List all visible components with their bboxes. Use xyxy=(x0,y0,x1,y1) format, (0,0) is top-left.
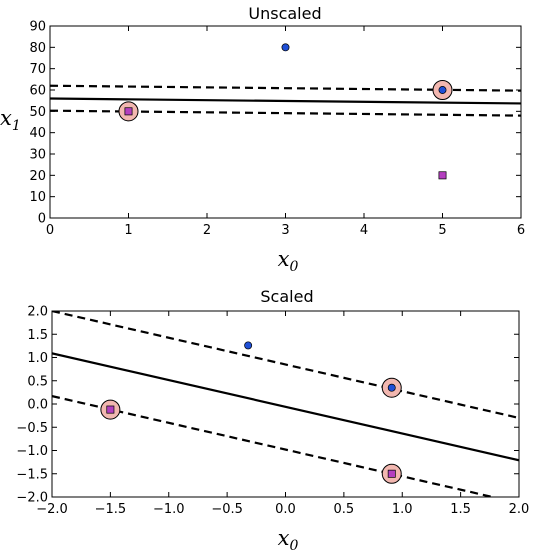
axes-frame-scaled xyxy=(51,310,520,498)
y-tick-label-unscaled-5: 50 xyxy=(29,105,46,120)
x-tick-label-unscaled-3: 3 xyxy=(281,223,289,238)
y-tick-label-unscaled-3: 30 xyxy=(29,148,46,163)
y-tick-label-unscaled-6: 60 xyxy=(29,84,46,99)
data-point-circle-unscaled-0 xyxy=(281,43,290,52)
margin-line-scaled-2 xyxy=(52,395,498,497)
chart-title-unscaled: Unscaled xyxy=(248,4,321,23)
chart-scaled: Scaled −2.0 −1.5 −1.0 −0.5 0.0 0.5 1.0 1.5 2.0−2… xyxy=(16,287,529,554)
x-axis-label-scaled: x0 xyxy=(278,526,299,554)
x-tick-label-unscaled-1: 1 xyxy=(124,223,132,238)
data-point-square-unscaled-1 xyxy=(438,171,447,180)
y-tick-label-unscaled-1: 10 xyxy=(29,190,46,205)
y-tick-label-unscaled-0: 0 xyxy=(38,212,46,227)
data-point-circle-scaled-0 xyxy=(244,341,253,350)
x-tick-label-unscaled-2: 2 xyxy=(203,223,211,238)
x-tick-label-scaled-1: −1.5 xyxy=(95,502,127,517)
y-tick-label-unscaled-8: 80 xyxy=(29,41,46,56)
data-point-circle-scaled-1 xyxy=(387,383,396,392)
axes-frame-unscaled xyxy=(49,25,522,219)
plot-area-scaled: −2.0 −1.5 −1.0 −0.5 0.0 0.5 1.0 1.5 2.0 −2.0 −1.5 −… xyxy=(16,305,529,518)
y-tick-label-scaled-8: 2.0 xyxy=(27,305,48,320)
y-tick-label-scaled-0: −2.0 xyxy=(16,491,48,506)
data-point-circle-unscaled-1 xyxy=(438,86,447,94)
x-tick-label-scaled-3: −0.5 xyxy=(211,502,243,517)
x-tick-label-scaled-6: 1.0 xyxy=(392,502,413,517)
x-tick-label-unscaled-4: 4 xyxy=(360,223,368,238)
lines-scaled xyxy=(52,311,519,497)
y-tick-label-scaled-2: −1.0 xyxy=(16,444,48,459)
y-tick-label-scaled-7: 1.5 xyxy=(27,328,48,343)
y-tick-label-unscaled-4: 40 xyxy=(29,126,46,141)
y-tick-label-unscaled-2: 20 xyxy=(29,169,46,184)
y-tick-label-scaled-1: −1.5 xyxy=(16,467,48,482)
x-tick-label-scaled-4: 0.0 xyxy=(275,502,296,517)
decision-boundary-line-unscaled-0 xyxy=(50,97,521,105)
y-tick-label-unscaled-9: 90 xyxy=(29,20,46,35)
x-tick-label-scaled-5: 0.5 xyxy=(334,502,355,517)
x-tick-label-scaled-0: −2.0 xyxy=(36,502,68,517)
data-point-square-scaled-0 xyxy=(106,405,115,414)
margin-line-scaled-1 xyxy=(52,311,519,420)
decision-boundary-line-scaled-0 xyxy=(52,352,519,462)
y-tick-label-scaled-4: 0.0 xyxy=(27,398,48,413)
chart-title-scaled: Scaled xyxy=(260,287,313,306)
x-axis-label-unscaled: x0 xyxy=(278,247,299,275)
y-tick-label-unscaled-7: 70 xyxy=(29,62,46,77)
data-point-square-scaled-1 xyxy=(387,469,396,478)
data-point-square-unscaled-0 xyxy=(124,107,133,116)
y-tick-label-scaled-5: 0.5 xyxy=(27,374,48,389)
y-tick-label-scaled-6: 1.0 xyxy=(27,351,48,366)
x-tick-label-unscaled-0: 0 xyxy=(46,223,54,238)
x-tick-label-scaled-2: −1.0 xyxy=(153,502,185,517)
y-tick-label-scaled-3: −0.5 xyxy=(16,421,48,436)
y-axis-label-unscaled: x1 xyxy=(0,106,21,134)
x-tick-label-scaled-7: 1.5 xyxy=(450,502,471,517)
x-tick-label-scaled-8: 2.0 xyxy=(509,502,530,517)
x-tick-label-unscaled-6: 6 xyxy=(517,223,525,238)
x-tick-label-unscaled-5: 5 xyxy=(438,223,446,238)
